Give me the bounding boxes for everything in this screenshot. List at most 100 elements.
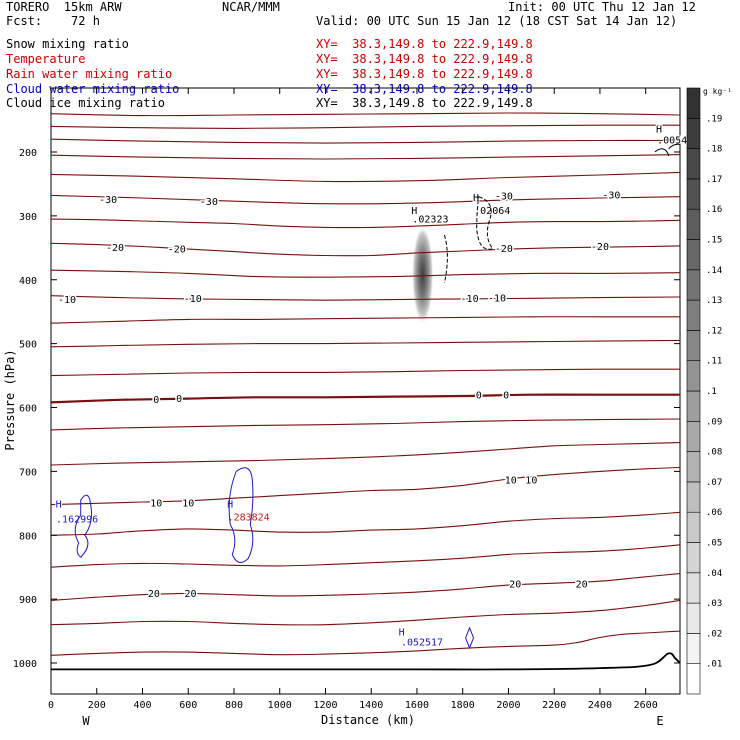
snow-plume: [411, 229, 434, 331]
temperature-label-15: 0: [503, 390, 509, 401]
temperature-label-21: 20: [185, 589, 197, 600]
field-xy-snow: XY= 38.3,149.8 to 222.9,149.8: [316, 37, 533, 51]
temperature-contour-21: [51, 630, 680, 656]
temperature-contour-20: [51, 599, 680, 626]
maximum-label-4: H: [656, 125, 662, 136]
field-xy-cloud-ice: XY= 38.3,149.8 to 222.9,149.8: [316, 96, 533, 110]
x-tick-label-6: 1200: [313, 700, 337, 711]
x-tick-label-13: 2600: [634, 700, 658, 711]
colorbar-label-8: .09: [706, 417, 722, 427]
colorbar-bin-12: [686, 299, 701, 331]
colorbar-label-16: .17: [706, 175, 722, 185]
maximum-label-5: .0054: [657, 136, 687, 147]
x-tick-label-8: 1600: [405, 700, 429, 711]
maximum-label-9: .283824: [228, 512, 270, 523]
y-tick-label-7: 900: [19, 595, 37, 606]
colorbar-label-6: .07: [706, 478, 722, 488]
colorbar-bin-0: [686, 663, 701, 695]
temperature-contour-1: [51, 124, 680, 129]
colorbar-label-4: .05: [706, 539, 722, 549]
colorbar-label-10: .11: [706, 357, 722, 367]
temperature-contour-9: [51, 295, 680, 301]
temperature-label-17: 10: [182, 498, 194, 509]
colorbar-bin-15: [686, 208, 701, 240]
maximum-label-1: .02323: [412, 215, 448, 226]
temperature-label-11: -10: [488, 293, 506, 304]
temperature-contour-17: [51, 511, 680, 536]
colorbar-bin-10: [686, 360, 701, 392]
colorbar-bin-14: [686, 239, 701, 271]
temperature-label-23: 20: [576, 579, 588, 590]
temperature-contour-7: [51, 242, 680, 257]
x-tick-label-10: 2000: [496, 700, 520, 711]
maximum-label-0: H: [411, 206, 417, 217]
temperature-label-10: -10: [461, 294, 479, 305]
colorbar-label-17: .18: [706, 145, 722, 155]
temperature-contour-13: [51, 393, 680, 404]
x-axis-title: Distance (km): [321, 713, 415, 727]
west-label: W: [82, 714, 90, 728]
colorbar-label-3: .04: [706, 569, 722, 579]
y-tick-label-2: 400: [19, 276, 37, 287]
colorbar-bin-6: [686, 481, 701, 513]
y-tick-label-3: 500: [19, 340, 37, 351]
temperature-contour-8: [51, 269, 680, 278]
temperature-contour-3: [51, 154, 680, 160]
colorbar-unit: g kg⁻¹: [703, 87, 732, 96]
cloud-ice-contour-west: [443, 234, 448, 284]
y-tick-label-8: 1000: [13, 659, 37, 670]
x-tick-label-7: 1400: [359, 700, 383, 711]
temperature-label-13: 0: [176, 394, 182, 405]
colorbar-bin-7: [686, 451, 701, 483]
temperature-label-16: 10: [150, 498, 162, 509]
y-tick-label-0: 200: [19, 148, 37, 159]
colorbar-bin-1: [686, 633, 701, 665]
temperature-label-8: -10: [58, 295, 76, 306]
x-tick-label-12: 2400: [588, 700, 612, 711]
colorbar-bin-5: [686, 511, 701, 543]
x-tick-label-4: 800: [225, 700, 243, 711]
colorbar-bin-19: [686, 87, 701, 119]
maximum-label-8: H: [227, 500, 233, 511]
colorbar-label-7: .08: [706, 448, 722, 458]
y-tick-label-1: 300: [19, 212, 37, 223]
maximum-label-6: H: [56, 500, 62, 511]
east-label: E: [656, 714, 663, 728]
cloud-water-contour-small: [465, 626, 475, 650]
temperature-contour-14: [51, 418, 680, 431]
temperature-label-2: -30: [495, 192, 513, 203]
init-time: Init: 00 UTC Thu 12 Jan 12: [508, 0, 696, 14]
temperature-contour-15: [51, 442, 680, 466]
colorbar-label-13: .14: [706, 266, 722, 276]
colorbar-bin-4: [686, 542, 701, 574]
temperature-label-19: 10: [525, 475, 537, 486]
temperature-label-12: 0: [153, 395, 159, 406]
valid-time: Valid: 00 UTC Sun 15 Jan 12 (18 CST Sat …: [316, 14, 678, 28]
x-tick-label-2: 400: [133, 700, 151, 711]
temperature-contour-0: [51, 112, 680, 117]
field-xy-temperature: XY= 38.3,149.8 to 222.9,149.8: [316, 52, 533, 66]
temperature-label-1: -30: [200, 197, 218, 208]
x-tick-label-5: 1000: [268, 700, 292, 711]
temperature-contour-12: [51, 368, 680, 377]
x-tick-label-0: 0: [48, 700, 54, 711]
temperature-label-4: -20: [106, 243, 124, 254]
forecast-hour: Fcst: 72 h: [6, 14, 100, 28]
y-tick-label-6: 800: [19, 531, 37, 542]
colorbar-bin-17: [686, 148, 701, 180]
colorbar-bin-13: [686, 269, 701, 301]
field-name-rain: Rain water mixing ratio: [6, 67, 173, 81]
colorbar-bin-3: [686, 572, 701, 604]
colorbar-bin-9: [686, 390, 701, 422]
temperature-label-9: -10: [184, 294, 202, 305]
temperature-label-22: 20: [509, 579, 521, 590]
model-title: TORERO 15km ARW: [6, 0, 122, 14]
field-name-cloud-ice: Cloud ice mixing ratio: [6, 96, 165, 110]
x-tick-label-1: 200: [88, 700, 106, 711]
y-tick-label-5: 700: [19, 467, 37, 478]
temperature-contour-5: [51, 194, 680, 205]
colorbar-label-12: .13: [706, 296, 722, 306]
temperature-contour-16: [51, 466, 680, 506]
